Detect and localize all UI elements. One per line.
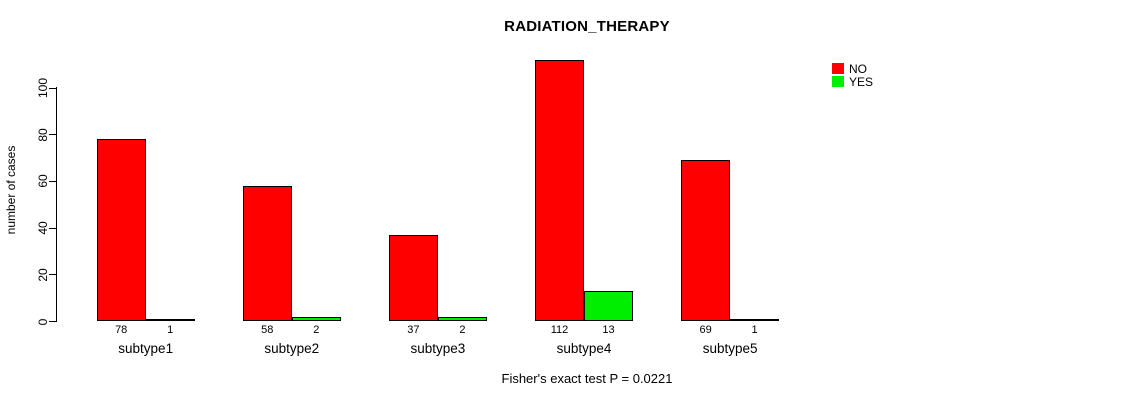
bar-subtype2-yes	[291, 316, 341, 322]
bar-value-subtype3-yes: 2	[459, 324, 466, 336]
x-category-label-subtype1: subtype1	[118, 341, 174, 356]
bar-subtype1-yes	[145, 319, 195, 322]
legend-label-no: NO	[849, 61, 867, 76]
bar-subtype1-no	[96, 139, 146, 322]
y-tick-mark	[49, 180, 56, 182]
bar-subtype3-no	[388, 235, 438, 322]
bar-value-subtype3-no: 37	[407, 324, 420, 336]
legend-swatch-no	[832, 63, 844, 74]
bar-subtype5-yes	[730, 319, 780, 322]
y-axis-label: number of cases	[4, 145, 18, 235]
legend-row-no: NO	[832, 62, 873, 75]
y-tick-mark	[49, 87, 56, 89]
legend: NO YES	[832, 62, 873, 88]
y-tick-mark	[49, 321, 56, 322]
caption-fisher-test: Fisher's exact test P = 0.0221	[501, 371, 673, 386]
x-category-label-subtype4: subtype4	[556, 341, 612, 356]
y-tick-label: 60	[36, 174, 50, 189]
x-category-label-subtype3: subtype3	[410, 341, 466, 356]
y-tick-label: 0	[36, 318, 50, 325]
x-category-label-subtype2: subtype2	[264, 341, 320, 356]
y-tick-label: 40	[36, 221, 50, 235]
bar-subtype4-yes	[584, 291, 633, 322]
bar-value-subtype1-yes: 1	[167, 324, 174, 336]
y-tick-mark	[49, 274, 56, 276]
bar-subtype3-yes	[437, 316, 487, 322]
x-category-label-subtype5: subtype5	[702, 341, 758, 356]
bar-subtype2-no	[242, 186, 292, 322]
bar-value-subtype4-yes: 13	[602, 324, 615, 336]
y-tick-mark	[49, 227, 56, 229]
y-tick-mark	[49, 134, 56, 136]
y-axis-line	[56, 87, 57, 322]
bar-subtype4-no	[535, 59, 584, 322]
bar-value-subtype5-no: 69	[699, 324, 712, 336]
bar-value-subtype5-yes: 1	[751, 324, 758, 336]
bar-value-subtype4-no: 112	[550, 324, 569, 336]
y-tick-label: 20	[36, 268, 50, 282]
bar-subtype5-no	[681, 160, 731, 322]
chart-title: RADIATION_THERAPY	[504, 18, 670, 35]
bar-value-subtype2-no: 58	[261, 324, 274, 336]
y-tick-label: 100	[36, 77, 50, 99]
legend-row-yes: YES	[832, 75, 873, 88]
y-tick-label: 80	[36, 128, 50, 142]
bar-value-subtype2-yes: 2	[313, 324, 320, 336]
legend-label-yes: YES	[849, 74, 874, 89]
legend-swatch-yes	[832, 76, 844, 87]
bar-value-subtype1-no: 78	[115, 324, 128, 336]
